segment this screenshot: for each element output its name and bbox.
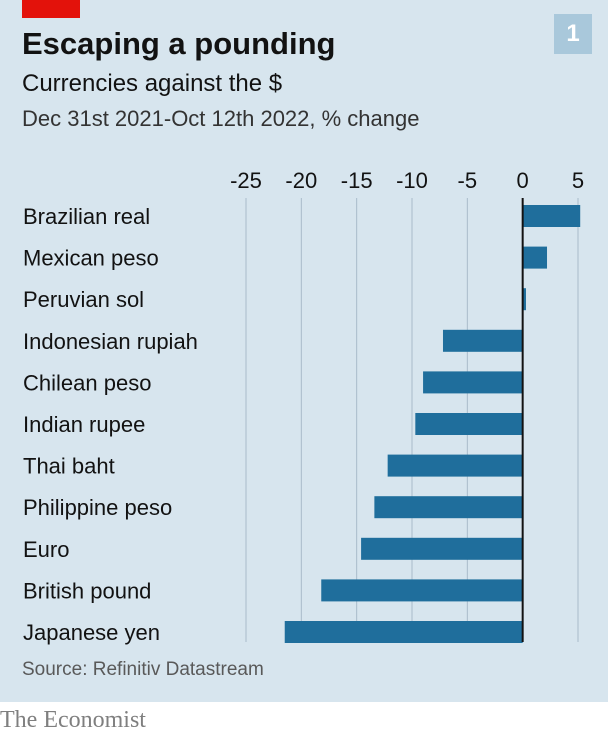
bar <box>374 496 523 519</box>
category-label: Chilean peso <box>23 370 151 395</box>
economist-red-tag <box>22 0 80 18</box>
x-tick-label: 0 <box>517 168 529 193</box>
bar <box>423 371 523 394</box>
x-tick-label: 5 <box>572 168 584 193</box>
bar <box>387 454 523 477</box>
bar <box>284 621 523 643</box>
category-label: Philippine peso <box>23 495 172 520</box>
x-tick-label: -20 <box>285 168 317 193</box>
category-label: Japanese yen <box>23 620 160 645</box>
bar-chart: -25 -20 -15 -10 -5 0 5 Brazilian real Mexican pe… <box>23 168 584 645</box>
chart-date-range: Dec 31st 2021-Oct 12th 2022, % change <box>22 106 420 131</box>
x-tick-label: -25 <box>230 168 262 193</box>
x-tick-label: -15 <box>341 168 373 193</box>
bar <box>522 288 526 311</box>
bar <box>522 205 581 227</box>
brand-wordmark: The Economist <box>0 707 146 733</box>
chart-number-badge: 1 <box>554 14 592 54</box>
source-note: Source: Refinitiv Datastream <box>22 659 264 680</box>
bar <box>361 537 523 560</box>
bar <box>415 413 523 435</box>
category-label: Peruvian sol <box>23 287 144 312</box>
category-label: Brazilian real <box>23 204 150 229</box>
category-label: Indonesian rupiah <box>23 329 198 354</box>
category-label: British pound <box>23 578 151 603</box>
bar <box>321 579 523 602</box>
category-label: Indian rupee <box>23 412 145 437</box>
bar <box>442 329 523 352</box>
x-tick-label: -10 <box>396 168 428 193</box>
category-label: Mexican peso <box>23 246 159 271</box>
chart-subtitle: Currencies against the $ <box>22 70 283 97</box>
category-label: Thai baht <box>23 454 115 479</box>
chart-title: Escaping a pounding <box>22 26 336 61</box>
x-tick-label: -5 <box>458 168 478 193</box>
bar <box>522 246 548 269</box>
category-label: Euro <box>23 537 69 562</box>
